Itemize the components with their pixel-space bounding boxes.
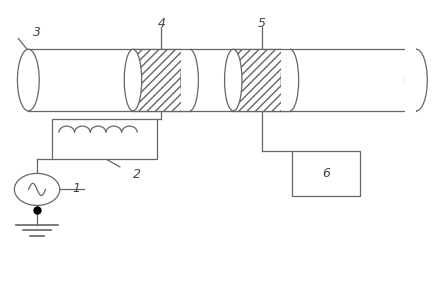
Bar <box>181 48 190 112</box>
Text: 3: 3 <box>33 26 41 39</box>
Bar <box>133 49 190 111</box>
Bar <box>405 46 416 114</box>
Bar <box>292 151 360 196</box>
Circle shape <box>14 173 60 205</box>
Text: 2: 2 <box>133 168 141 180</box>
Ellipse shape <box>124 49 142 111</box>
Bar <box>233 49 290 111</box>
Text: 4: 4 <box>157 17 165 30</box>
Text: 6: 6 <box>322 167 330 180</box>
Ellipse shape <box>405 49 427 111</box>
Ellipse shape <box>181 49 198 111</box>
Text: 5: 5 <box>258 17 266 30</box>
Bar <box>281 48 290 112</box>
Bar <box>233 49 290 111</box>
Bar <box>133 49 190 111</box>
Ellipse shape <box>17 49 39 111</box>
Bar <box>52 119 157 159</box>
Ellipse shape <box>281 49 299 111</box>
Ellipse shape <box>225 49 242 111</box>
Text: 1: 1 <box>72 182 80 195</box>
